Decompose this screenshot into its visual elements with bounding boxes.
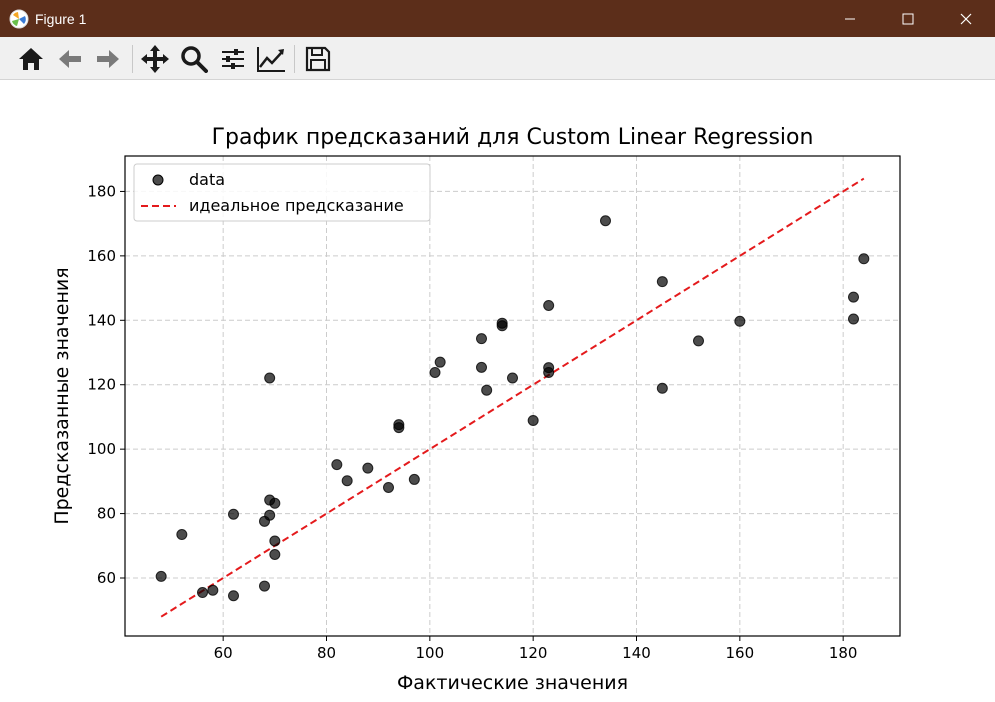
data-point <box>527 414 539 426</box>
x-tick-label: 160 <box>726 644 755 662</box>
data-point <box>228 508 239 520</box>
data-point <box>269 548 281 560</box>
data-point <box>269 535 281 547</box>
zoom-icon <box>181 46 208 73</box>
data-point <box>331 459 343 471</box>
matplotlib-app-icon <box>9 9 29 28</box>
figure-canvas: 60 80 100 120 140 160 180 60 80 100 120 140 160 180 Гр… <box>0 80 995 702</box>
save-icon <box>305 46 331 72</box>
data-point <box>848 291 859 303</box>
data-point <box>507 372 518 384</box>
edit-axis-button[interactable] <box>255 43 287 75</box>
data-point <box>259 580 270 592</box>
legend-label-ideal: идеальное предсказание <box>189 196 404 215</box>
x-tick-label: 120 <box>519 644 548 662</box>
legend-label-data: data <box>189 170 225 189</box>
data-point <box>362 462 374 474</box>
pan-button[interactable] <box>139 43 171 75</box>
minimize-icon <box>845 18 855 19</box>
configure-subplots-icon <box>222 49 244 69</box>
data-point <box>341 475 353 487</box>
data-point <box>476 361 487 373</box>
data-point <box>207 584 219 596</box>
x-tick-label: 80 <box>317 644 336 662</box>
x-tick-label: 100 <box>416 644 445 662</box>
back-button[interactable] <box>54 43 86 75</box>
data-point <box>197 587 208 599</box>
home-button[interactable] <box>15 43 47 75</box>
toolbar-separator <box>132 45 133 73</box>
data-point <box>434 356 446 368</box>
y-tick-label: 140 <box>87 311 116 329</box>
forward-button[interactable] <box>92 43 124 75</box>
pan-icon <box>141 45 169 73</box>
maximize-icon <box>902 13 914 24</box>
close-icon <box>960 13 972 24</box>
edit-axis-icon <box>257 47 285 72</box>
y-tick-label: 120 <box>87 376 116 394</box>
data-point <box>543 366 555 378</box>
data-point <box>429 366 441 378</box>
chart-title: График предсказаний для Custom Linear Re… <box>212 125 814 150</box>
zoom-button[interactable] <box>178 43 210 75</box>
scatter-chart: 60 80 100 120 140 160 180 60 80 100 120 140 160 180 Гр… <box>51 125 901 694</box>
y-tick-label: 180 <box>87 182 116 200</box>
axes-frame <box>124 155 901 637</box>
maximize-button[interactable] <box>879 0 937 37</box>
y-tick-label: 160 <box>87 247 116 265</box>
data-point <box>264 372 276 384</box>
data-point <box>476 333 487 345</box>
y-tick-label: 60 <box>97 569 116 587</box>
y-axis-label: Предсказанные значения <box>51 267 73 524</box>
x-tick-label: 60 <box>214 644 233 662</box>
toolbar-separator <box>294 45 295 73</box>
home-icon <box>19 48 43 70</box>
data-point <box>543 299 555 311</box>
data-point <box>600 215 611 227</box>
data-point <box>656 382 668 394</box>
data-point <box>693 335 704 347</box>
x-axis-label: Фактические значения <box>397 672 628 694</box>
legend-marker-data <box>152 174 164 186</box>
data-point <box>228 590 239 602</box>
y-tick-label: 100 <box>87 440 116 458</box>
data-point <box>408 473 420 485</box>
y-tick-label: 80 <box>97 505 116 523</box>
back-arrow-icon <box>59 50 81 68</box>
data-point <box>496 320 508 332</box>
data-point <box>383 481 394 493</box>
data-point <box>269 497 281 509</box>
ideal-prediction-line <box>160 177 865 618</box>
data-point <box>264 509 276 521</box>
data-point <box>858 253 870 265</box>
window-controls <box>821 0 995 37</box>
forward-arrow-icon <box>97 50 119 68</box>
data-point <box>848 313 859 325</box>
x-tick-label: 140 <box>622 644 651 662</box>
legend-box <box>133 163 431 222</box>
close-button[interactable] <box>937 0 995 37</box>
data-point <box>155 570 167 582</box>
window-title: Figure 1 <box>35 10 87 27</box>
navigation-toolbar <box>0 37 995 80</box>
data-point <box>734 315 746 327</box>
window-titlebar: Figure 1 <box>0 0 995 37</box>
configure-subplots-button[interactable] <box>217 43 249 75</box>
data-point <box>393 422 405 434</box>
data-point <box>481 384 493 396</box>
minimize-button[interactable] <box>821 0 879 37</box>
data-point <box>176 529 188 541</box>
x-tick-label: 180 <box>829 644 858 662</box>
save-button[interactable] <box>302 43 334 75</box>
data-point <box>656 276 668 288</box>
